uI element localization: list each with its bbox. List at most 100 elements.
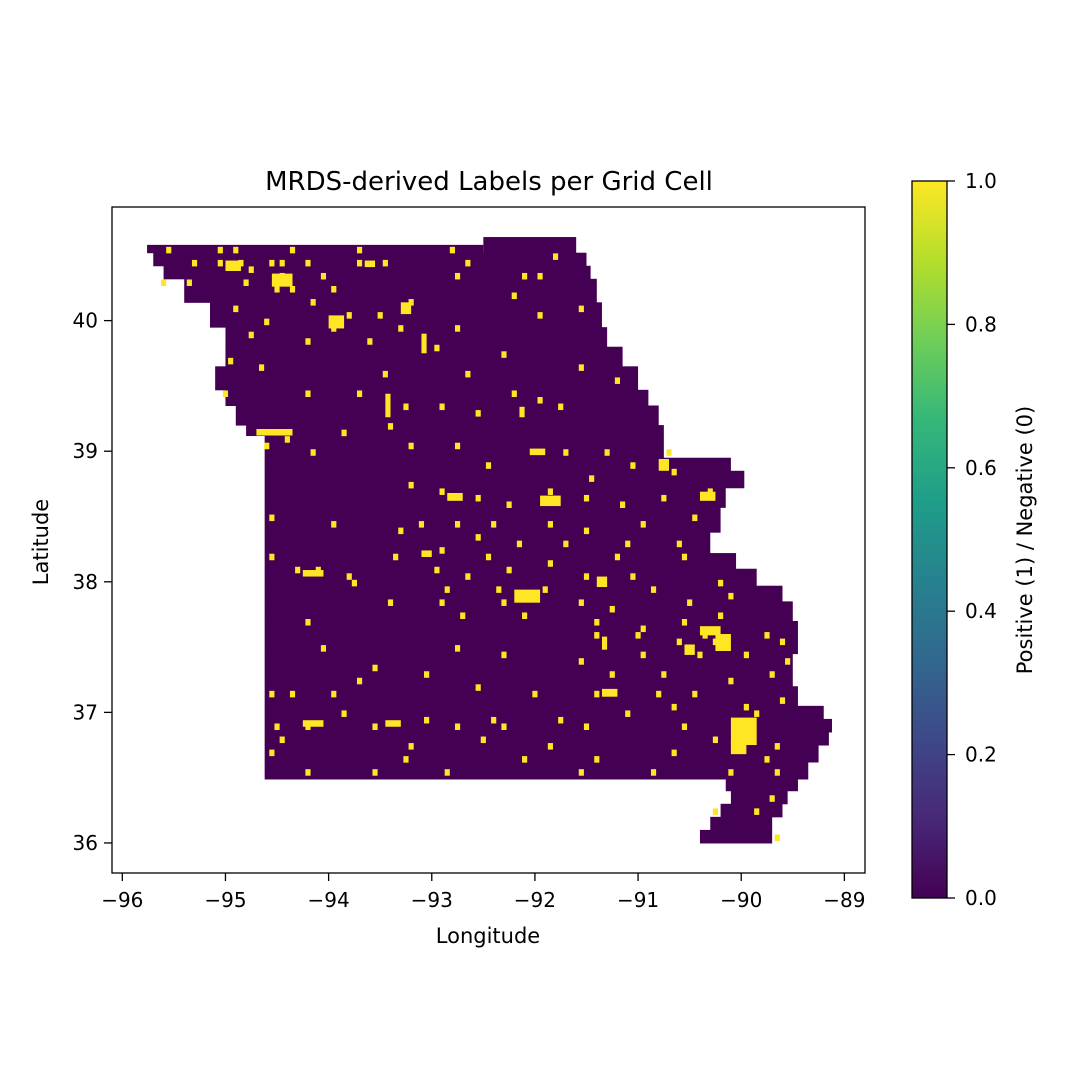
- positive-cell: [516, 540, 523, 548]
- positive-cell: [248, 331, 254, 339]
- colorbar: 0.0 0.2 0.4 0.6 0.8 1.0 Positive (1) / Negati…: [911, 169, 1037, 910]
- positive-cell: [661, 494, 667, 502]
- positive-cell: [650, 769, 657, 776]
- positive-cell: [398, 325, 404, 332]
- positive-cell: [743, 703, 749, 711]
- positive-cell: [506, 566, 512, 574]
- positive-cell: [434, 344, 440, 352]
- positive-cell-cluster: [715, 634, 731, 651]
- positive-cell-cluster: [421, 333, 427, 354]
- positive-cell: [779, 697, 786, 704]
- positive-cell: [558, 403, 564, 411]
- positive-cell: [372, 723, 378, 731]
- positive-cell: [289, 246, 296, 254]
- positive-cell: [408, 481, 414, 489]
- negative-region: [725, 778, 798, 792]
- y-tick-label: 37: [73, 700, 98, 724]
- positive-cell: [243, 279, 249, 287]
- negative-region: [147, 244, 484, 254]
- positive-cell: [444, 586, 450, 593]
- positive-cell: [640, 521, 646, 528]
- positive-cell-cluster: [540, 495, 561, 507]
- positive-cell-cluster: [421, 550, 432, 557]
- positive-cell: [506, 501, 512, 509]
- negative-region: [264, 507, 721, 533]
- negative-region: [264, 487, 726, 508]
- negative-region: [710, 816, 773, 831]
- positive-cell: [408, 442, 414, 450]
- positive-cell: [454, 723, 461, 731]
- positive-cell: [454, 325, 461, 332]
- positive-cell: [289, 690, 296, 698]
- positive-cell: [454, 645, 461, 652]
- x-tick-label: −90: [720, 888, 762, 912]
- positive-cell: [625, 710, 631, 717]
- plot-frame: [111, 206, 866, 874]
- positive-cell-cluster: [658, 459, 670, 471]
- x-tick-label: −92: [514, 888, 556, 912]
- colorbar-tick-label: 0.2: [965, 743, 997, 767]
- positive-cell: [465, 370, 471, 378]
- y-tick-label: 36: [73, 831, 98, 855]
- positive-cell-cluster: [385, 720, 401, 727]
- positive-cell: [480, 736, 486, 744]
- negative-region: [483, 237, 577, 254]
- positive-cell: [372, 664, 378, 672]
- positive-cell: [264, 318, 270, 326]
- negative-region: [235, 405, 659, 426]
- positive-cell: [248, 266, 254, 273]
- positive-cell: [320, 645, 327, 652]
- positive-cell: [258, 364, 265, 371]
- positive-cell-cluster: [519, 406, 525, 418]
- positive-cell: [372, 769, 378, 776]
- positive-cell: [393, 553, 399, 561]
- positive-cell-cluster: [699, 626, 721, 636]
- positive-cell: [625, 540, 631, 548]
- positive-cell: [341, 429, 347, 437]
- positive-cell: [217, 246, 223, 254]
- positive-cell-cluster: [447, 492, 463, 501]
- positive-cell: [501, 351, 507, 358]
- positive-cell: [454, 272, 461, 280]
- positive-cell: [475, 534, 481, 541]
- positive-cell: [491, 521, 497, 528]
- colorbar-gradient: [911, 180, 948, 899]
- positive-cell: [785, 658, 791, 665]
- negative-region: [153, 252, 587, 267]
- positive-cell: [310, 299, 316, 306]
- positive-cell: [728, 677, 734, 685]
- colorbar-tick-label: 0.4: [965, 599, 997, 623]
- positive-cell: [387, 423, 394, 430]
- positive-cell: [743, 651, 749, 659]
- positive-cell: [692, 690, 698, 698]
- positive-cell: [496, 586, 502, 593]
- positive-cell: [501, 651, 507, 659]
- positive-cell: [485, 462, 492, 469]
- positive-cell: [635, 632, 641, 639]
- negative-region: [264, 686, 798, 707]
- colorbar-label: Positive (1) / Negative (0): [1013, 406, 1037, 674]
- positive-cell-cluster: [225, 260, 241, 271]
- negative-region: [225, 346, 623, 367]
- positive-cell: [661, 671, 667, 678]
- positive-cell: [594, 690, 600, 698]
- positive-cell: [475, 494, 481, 502]
- positive-cell: [640, 651, 646, 659]
- positive-cell: [547, 743, 553, 750]
- positive-cell: [522, 756, 528, 763]
- positive-cell: [320, 272, 327, 280]
- positive-cell-cluster: [529, 448, 546, 456]
- positive-cell: [604, 449, 610, 456]
- negative-region: [264, 731, 829, 746]
- positive-cell: [522, 272, 528, 280]
- positive-cell: [269, 749, 275, 757]
- positive-cell: [774, 834, 780, 842]
- positive-cell: [630, 573, 636, 580]
- positive-cell: [774, 743, 780, 750]
- positive-cell: [583, 527, 590, 535]
- y-tick-label: 39: [73, 439, 98, 463]
- positive-cell: [233, 305, 239, 313]
- positive-cell: [305, 769, 311, 776]
- positive-cell: [439, 488, 445, 495]
- positive-cell-cluster: [256, 429, 293, 436]
